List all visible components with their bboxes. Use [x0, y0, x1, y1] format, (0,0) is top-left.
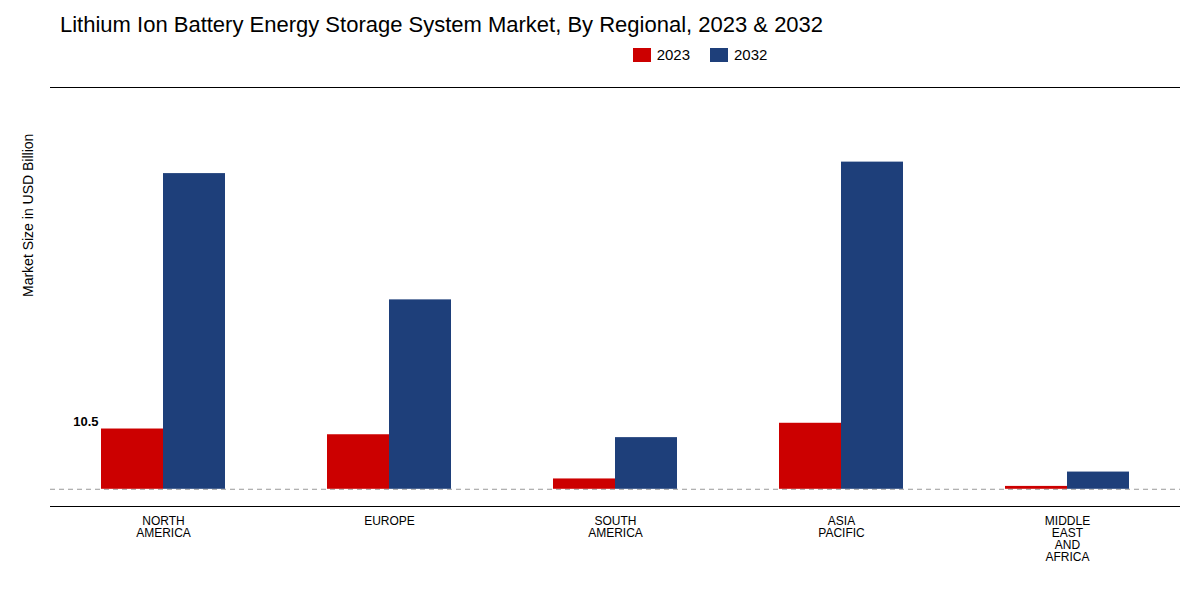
svg-text:10.5: 10.5 [73, 414, 98, 429]
svg-text:SOUTHAMERICA: SOUTHAMERICA [588, 514, 643, 540]
html-text:2023: 2023 [656, 46, 690, 63]
svg-text:Market Size in USD Billion: Market Size in USD Billion [20, 134, 36, 297]
svg-text:EUROPE: EUROPE [364, 514, 415, 528]
svg-text:NORTHAMERICA: NORTHAMERICA [136, 514, 191, 540]
html-text:Lithium Ion Battery Energy Sto: Lithium Ion Battery Energy Storage Syste… [60, 12, 824, 37]
html-text:2032: 2032 [734, 46, 768, 63]
svg-text:MIDDLEEASTANDAFRICA: MIDDLEEASTANDAFRICA [1045, 514, 1090, 564]
svg-text:ASIAPACIFIC: ASIAPACIFIC [818, 514, 865, 540]
